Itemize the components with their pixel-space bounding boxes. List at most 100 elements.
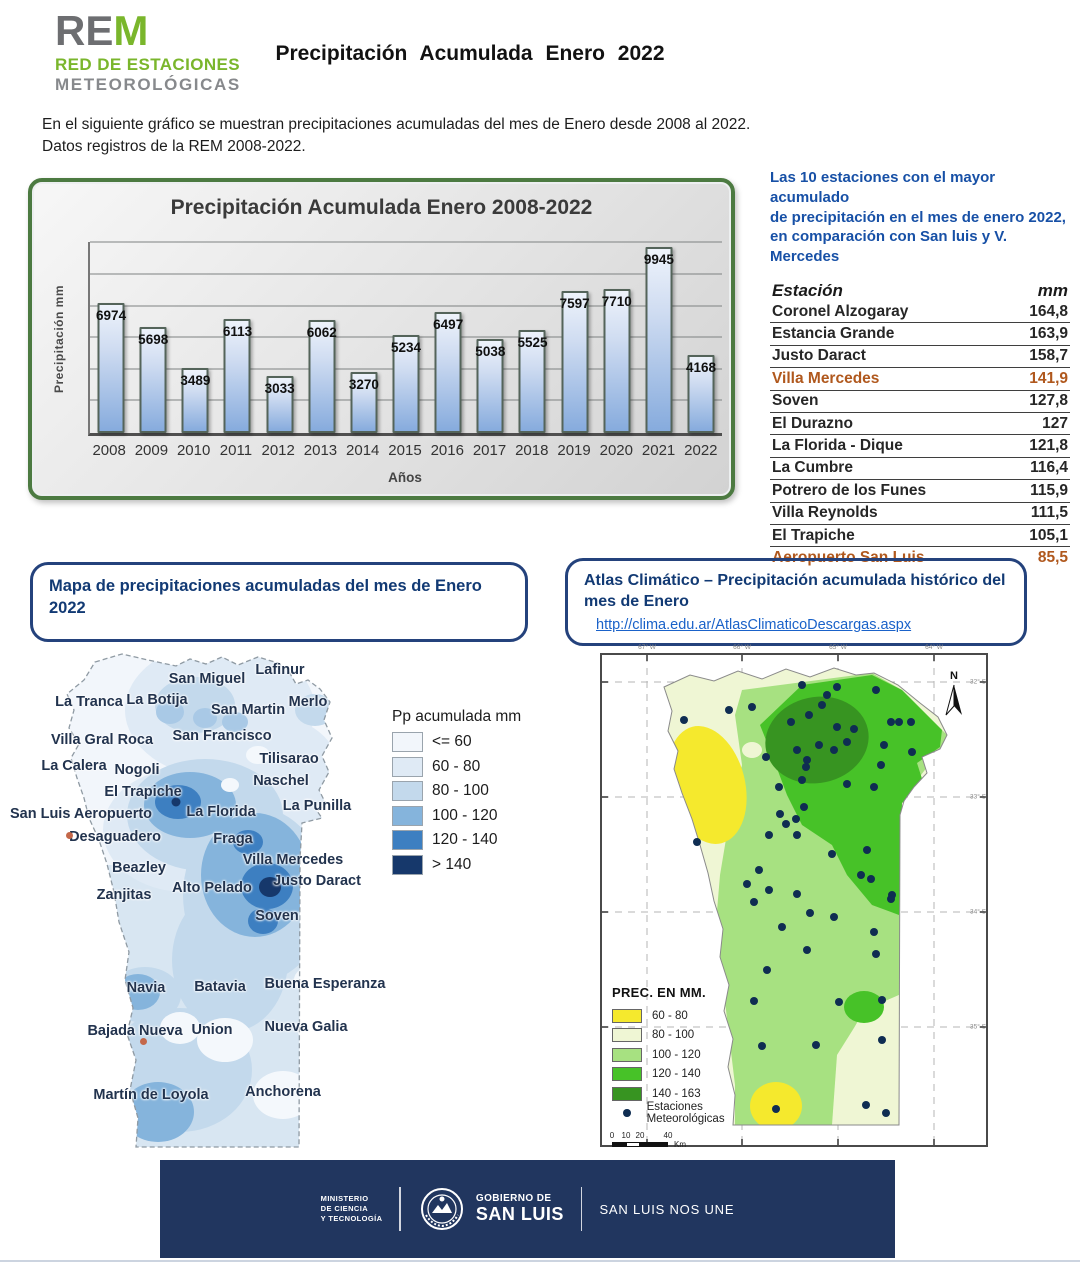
legend-label: 120 - 140 — [432, 831, 498, 849]
left-map-title-box: Mapa de precipitaciones acumuladas del m… — [30, 562, 528, 642]
chart-bar-2011 — [223, 319, 251, 433]
left-legend-title: Pp acumulada mm — [392, 708, 522, 725]
map-station-label: Alto Pelado — [172, 880, 252, 896]
station-dot — [765, 831, 773, 839]
intro-line2: Datos registros de la REM 2008-2022. — [42, 138, 306, 156]
legend-item: <= 60 — [392, 730, 521, 755]
x-tick-label: 2019 — [557, 442, 591, 459]
chart-bar-2019 — [561, 291, 589, 433]
station-dot — [748, 703, 756, 711]
station-name: Coronel Alzogaray — [772, 302, 909, 320]
table-row: Justo Daract 158,7 — [770, 346, 1070, 369]
legend-swatch — [612, 1028, 642, 1043]
map-station-label: Soven — [255, 908, 299, 924]
x-tick-label: 2021 — [641, 442, 676, 459]
legend-item: > 140 — [392, 853, 521, 878]
chart-bar-2018 — [518, 330, 546, 433]
bar-value-label: 7710 — [601, 294, 632, 309]
legend-item: 120 - 140 — [392, 828, 521, 853]
latitude-label: 34° S — [970, 908, 986, 916]
x-tick-label: 2016 — [430, 442, 464, 459]
province-outline — [66, 653, 333, 1148]
station-dot — [823, 691, 831, 699]
legend-swatch — [392, 830, 423, 851]
station-mm-value: 163,9 — [1029, 325, 1068, 343]
gridline — [90, 304, 722, 307]
map-station-label: La Botija — [126, 692, 188, 708]
map-station-label: Villa Gral Roca — [50, 732, 154, 748]
station-dot — [863, 846, 871, 854]
scale-segment — [612, 1142, 626, 1147]
san-luis-emblem-icon — [420, 1188, 463, 1230]
scale-number: 20 — [635, 1131, 645, 1140]
table-header: Estación mm — [770, 281, 1070, 301]
bar-value-label: 3033 — [264, 381, 295, 396]
gov-text: GOBIERNO DE SAN LUIS — [476, 1193, 564, 1225]
border-town-dot-desaguadero — [66, 832, 73, 839]
footer-divider — [580, 1187, 583, 1231]
bar-slot: 5038 — [469, 242, 511, 433]
latitude-label: 32° S — [970, 678, 986, 686]
bar-value-label: 5525 — [517, 335, 548, 350]
footer-divider — [399, 1187, 401, 1231]
atlas-province-outline — [663, 667, 948, 1126]
map-station-label: Fraga — [213, 831, 253, 847]
map-station-label: San Miguel — [168, 671, 246, 687]
table-row: Coronel Alzogaray 164,8 — [770, 301, 1070, 324]
bar-slot: 9945 — [638, 242, 680, 433]
station-mm-value: 85,5 — [1037, 549, 1068, 567]
station-dot — [907, 718, 915, 726]
left-map-svg — [66, 653, 333, 1148]
map-station-label: El Trapiche — [104, 784, 182, 800]
station-name: El Trapiche — [772, 526, 855, 544]
station-mm-value: 127 — [1042, 414, 1068, 432]
map-station-label: Union — [191, 1022, 233, 1038]
atlas-link[interactable]: http://clima.edu.ar/AtlasClimaticoDescar… — [596, 616, 912, 633]
frame-ticks — [602, 655, 986, 1145]
station-name: Villa Reynolds — [772, 504, 878, 522]
map-station-label: Naschel — [253, 773, 309, 789]
station-mm-value: 115,9 — [1030, 481, 1068, 499]
legend-swatch — [392, 756, 423, 777]
station-dot — [750, 997, 758, 1005]
legend-label: 140 - 163 — [652, 1087, 701, 1100]
station-dot — [815, 741, 823, 749]
station-dot — [762, 753, 770, 761]
ministry-line: Y TECNOLOGÍA — [320, 1213, 383, 1223]
x-tick-label: 2014 — [346, 442, 380, 459]
latitude-label: 33° S — [970, 793, 986, 801]
map-station-label: La Florida — [186, 804, 256, 820]
station-dot — [765, 886, 773, 894]
rem-logo-line1: RED DE ESTACIONES — [55, 55, 241, 74]
station-dot — [887, 895, 895, 903]
map-station-label: Tilisarao — [259, 751, 319, 767]
bar-value-label: 5698 — [138, 332, 169, 347]
legend-swatch — [392, 854, 423, 875]
station-dot — [850, 725, 858, 733]
map-station-label: Nogoli — [114, 762, 160, 778]
station-dot — [800, 803, 808, 811]
station-dot — [802, 763, 810, 771]
precipitation-map-san-luis: Lafinur San Miguel La Tranca La Botija San M… — [10, 650, 560, 1150]
chart-bar-2015 — [392, 335, 420, 433]
right-map-title-box: Atlas Climático – Precipitación acumulad… — [565, 558, 1027, 646]
legend-label: <= 60 — [432, 733, 472, 751]
station-dot — [812, 1041, 820, 1049]
intro-line1: En el siguiente gráfico se muestran prec… — [42, 116, 751, 133]
x-tick-label: 2020 — [599, 442, 633, 459]
station-dot — [835, 998, 843, 1006]
station-mm-value: 158,7 — [1029, 347, 1068, 365]
station-dots — [680, 681, 916, 1117]
map-station-label: San Francisco — [172, 728, 272, 744]
legend-label: > 140 — [432, 855, 472, 873]
map-station-label: Navia — [126, 980, 166, 996]
bar-slot: 5525 — [511, 242, 553, 433]
station-name: Villa Mercedes — [772, 369, 880, 387]
table-row: El Trapiche 105,1 — [770, 525, 1070, 548]
map-station-label: Nueva Galia — [264, 1019, 348, 1035]
x-tick-label: 2008 — [92, 442, 126, 459]
x-tick-label: 2009 — [134, 442, 169, 459]
ministry-line: MINISTERIO — [320, 1194, 369, 1204]
x-tick-label: 2017 — [472, 442, 507, 459]
station-mm-value: 127,8 — [1029, 392, 1068, 410]
